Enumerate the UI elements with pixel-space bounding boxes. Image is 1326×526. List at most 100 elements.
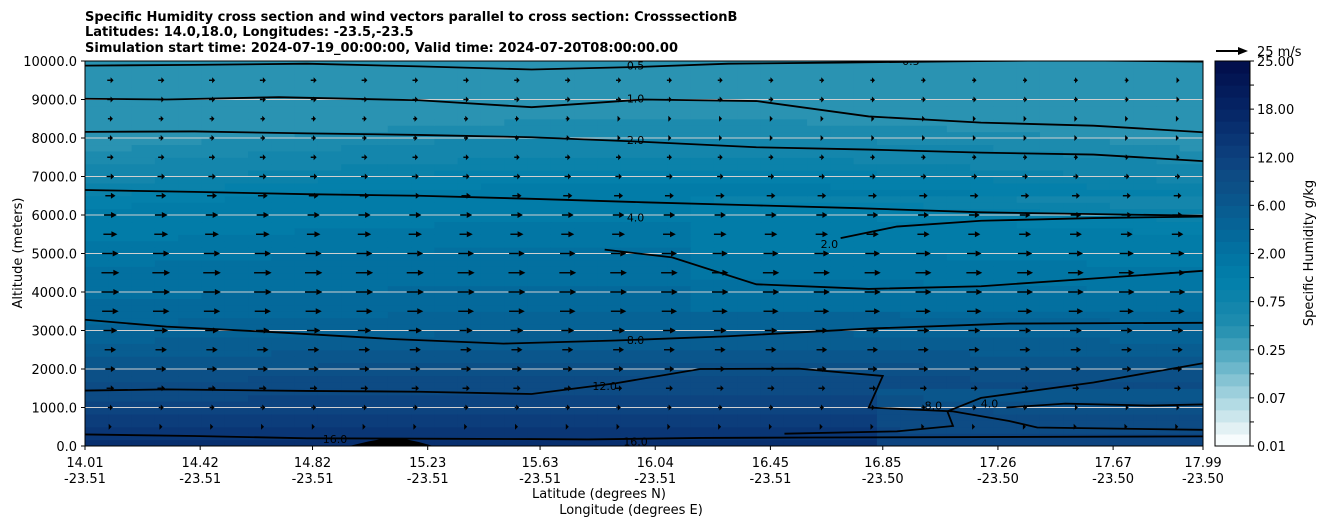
wind-vector-head (721, 308, 728, 315)
wind-vector-head (108, 423, 112, 430)
humidity-cell (1039, 369, 1064, 377)
wind-vector-head (518, 250, 525, 257)
humidity-cell (737, 170, 762, 178)
wind-vector-head (466, 346, 472, 353)
humidity-cell (1179, 80, 1203, 88)
humidity-cell (178, 221, 203, 229)
contour-line (604, 248, 1203, 290)
wind-vector-head (109, 135, 113, 141)
humidity-cell (504, 356, 529, 364)
humidity-cell (993, 279, 1018, 287)
humidity-cell (271, 369, 296, 377)
contour-label: 2.0 (821, 238, 839, 251)
humidity-cell (807, 298, 831, 306)
humidity-cell (201, 131, 226, 139)
humidity-cell (620, 93, 645, 101)
humidity-cell (876, 317, 901, 325)
wind-vector-head (212, 231, 219, 238)
humidity-cell (504, 112, 529, 120)
wind-vector-head (975, 250, 982, 257)
humidity-cell (294, 227, 319, 235)
humidity-cell (364, 407, 389, 415)
wind-vector-head (417, 250, 424, 257)
humidity-cell (550, 240, 575, 248)
humidity-cell (900, 125, 925, 133)
humidity-cell (294, 356, 319, 364)
humidity-cell (597, 413, 622, 421)
humidity-cell (1016, 272, 1041, 280)
humidity-cell (131, 221, 156, 229)
humidity-cell (550, 112, 575, 120)
humidity-cell (504, 311, 529, 319)
humidity-cell (1016, 324, 1041, 332)
humidity-cell (434, 298, 459, 306)
humidity-cell (271, 362, 296, 370)
humidity-cell (1086, 394, 1111, 402)
humidity-cell (504, 324, 529, 332)
humidity-cell (760, 356, 785, 364)
humidity-cell (900, 247, 925, 255)
humidity-cell (131, 99, 156, 107)
humidity-cell (1063, 99, 1088, 107)
wind-vector-head (367, 269, 374, 276)
humidity-cell (876, 330, 901, 338)
humidity-cell (248, 240, 272, 248)
humidity-cell (1133, 195, 1158, 203)
humidity-cell (597, 182, 622, 190)
wind-vector-head (568, 212, 574, 218)
humidity-cell (434, 349, 459, 357)
humidity-cell (900, 292, 925, 300)
humidity-cell (760, 189, 785, 197)
humidity-cell (574, 304, 599, 312)
humidity-cell (131, 304, 156, 312)
humidity-cell (341, 227, 366, 235)
humidity-cell (154, 163, 179, 171)
humidity-cell (317, 80, 342, 88)
wind-vector-head (618, 173, 622, 180)
humidity-cell (387, 221, 412, 229)
humidity-cell (807, 324, 831, 332)
humidity-cell (457, 394, 482, 402)
humidity-cell (154, 343, 179, 351)
wind-vector-head (719, 77, 723, 84)
humidity-cell (527, 401, 552, 409)
humidity-cell (550, 170, 575, 178)
humidity-cell (108, 144, 133, 152)
colorbar-segment (1215, 397, 1250, 411)
humidity-cell (970, 125, 994, 133)
humidity-cell (946, 304, 971, 312)
wind-vector-head (214, 308, 221, 315)
humidity-cell (853, 240, 878, 248)
humidity-cell (876, 138, 901, 146)
humidity-cell (690, 413, 715, 421)
humidity-cell (364, 144, 389, 152)
humidity-cell (1133, 336, 1158, 344)
humidity-cell (201, 253, 226, 261)
humidity-cell (737, 176, 762, 184)
humidity-cell (411, 157, 435, 165)
humidity-cell (317, 125, 342, 133)
humidity-cell (1109, 356, 1134, 364)
colorbar-segment (1215, 337, 1250, 351)
humidity-cell (1063, 138, 1088, 146)
humidity-cell (760, 182, 785, 190)
humidity-cell (527, 356, 552, 364)
humidity-cell (713, 343, 738, 351)
humidity-cell (85, 401, 109, 409)
humidity-cell (271, 215, 296, 223)
humidity-cell (574, 420, 599, 428)
humidity-cell (131, 343, 156, 351)
humidity-cell (737, 311, 762, 319)
humidity-cell (574, 80, 599, 88)
humidity-cell (154, 433, 179, 441)
humidity-cell (853, 388, 878, 396)
humidity-cell (434, 247, 459, 255)
humidity-cell (1063, 227, 1088, 235)
humidity-cell (737, 99, 762, 107)
humidity-cell (946, 73, 971, 81)
humidity-cell (131, 163, 156, 171)
humidity-cell (1063, 317, 1088, 325)
humidity-cell (1063, 272, 1088, 280)
humidity-cell (504, 93, 529, 101)
humidity-cell (946, 125, 971, 133)
